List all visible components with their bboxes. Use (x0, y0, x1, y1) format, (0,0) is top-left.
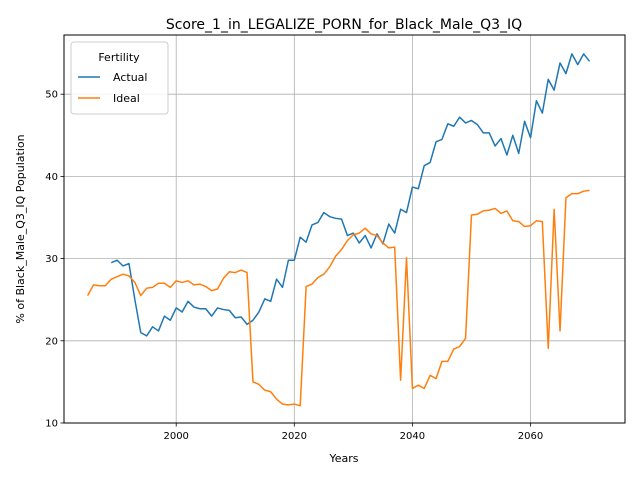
legend-box (70, 41, 169, 115)
series-layer (86, 53, 591, 407)
legend: Fertility Actual Ideal (70, 41, 169, 115)
x-axis: 2000 2020 2040 2060 (163, 423, 543, 442)
legend-title: Fertility (98, 51, 140, 64)
series-line-actual (110, 53, 591, 337)
y-tick-label: 50 (45, 90, 58, 101)
y-tick-label: 30 (45, 254, 58, 265)
x-tick-label: 2020 (282, 431, 307, 442)
plot-frame (63, 34, 626, 424)
x-tick-label: 2000 (163, 431, 188, 442)
y-tick-label: 20 (45, 336, 58, 347)
series-line-ideal (86, 189, 590, 407)
legend-label-ideal: Ideal (113, 92, 140, 105)
x-tick-label: 2060 (518, 431, 543, 442)
y-tick-label: 40 (45, 172, 58, 183)
y-axis: 10 20 30 40 50 (45, 90, 64, 430)
chart-title: Score_1_in_LEGALIZE_PORN_for_Black_Male_… (166, 17, 522, 33)
x-tick-label: 2040 (400, 431, 425, 442)
y-axis-title: % of Black_Male_Q3_IQ Population (14, 134, 27, 323)
x-axis-title: Years (328, 452, 358, 465)
y-tick-label: 10 (45, 419, 58, 430)
legend-label-actual: Actual (113, 71, 147, 84)
